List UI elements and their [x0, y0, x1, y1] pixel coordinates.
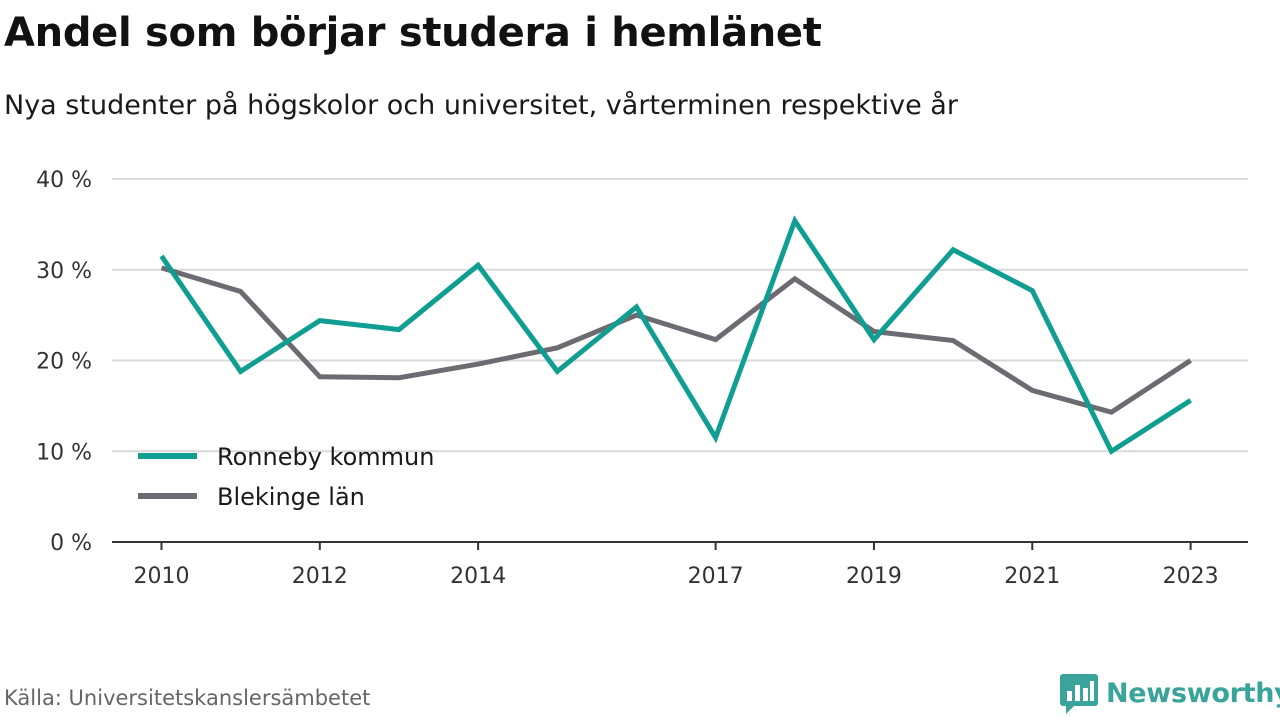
- x-tick-label: 2010: [133, 564, 189, 589]
- x-tick-label: 2017: [688, 564, 744, 589]
- y-tick-label: 40 %: [36, 168, 92, 193]
- chart-subtitle: Nya studenter på högskolor och universit…: [4, 90, 958, 121]
- series-line: [160, 265, 1192, 415]
- y-tick-label: 10 %: [36, 440, 92, 465]
- y-tick-label: 30 %: [36, 259, 92, 284]
- x-tick-label: 2021: [1004, 564, 1060, 589]
- y-axis-ticks: 0 % 10 % 20 % 30 % 40 %: [36, 168, 92, 556]
- grid-lines: [112, 178, 1248, 453]
- brand-name: Newsworthy: [1106, 677, 1280, 709]
- series-lines: [159, 215, 1192, 455]
- legend-label: Blekinge län: [217, 483, 365, 511]
- y-tick-label: 20 %: [36, 350, 92, 375]
- legend-label: Ronneby kommun: [217, 443, 434, 471]
- x-tick-label: 2019: [846, 564, 902, 589]
- legend: Ronneby kommun Blekinge län: [138, 443, 434, 511]
- y-tick-label: 0 %: [50, 531, 92, 556]
- x-tick-label: 2014: [450, 564, 506, 589]
- chart-title: Andel som börjar studera i hemlänet: [4, 10, 822, 56]
- newsworthy-logo: Newsworthy: [1060, 672, 1280, 714]
- x-axis: 2010 2012 2014 2017 2019 2021 2023: [112, 541, 1248, 589]
- x-tick-label: 2023: [1163, 564, 1219, 589]
- source-note: Källa: Universitetskanslersämbetet: [4, 686, 371, 710]
- bar-chart-icon: [1060, 674, 1098, 714]
- x-tick-label: 2012: [292, 564, 348, 589]
- series-line: [159, 215, 1192, 455]
